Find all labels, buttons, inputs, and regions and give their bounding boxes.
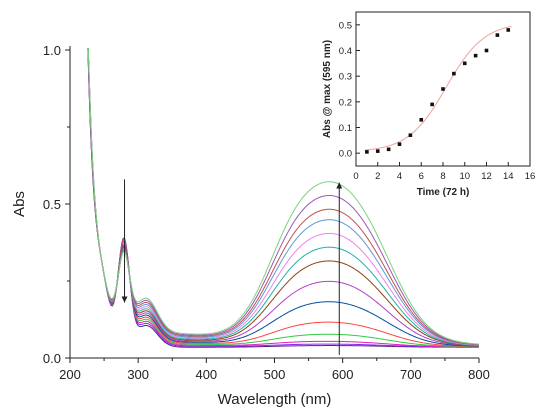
inset-data-point: [430, 102, 434, 107]
inset-x-tick-label: 10: [459, 171, 470, 182]
main-x-tick-label: 400: [195, 367, 217, 382]
main-y-tick-label: 0.5: [43, 197, 61, 212]
inset-y-tick-label: 0.2: [339, 97, 352, 108]
inset-data-point: [375, 149, 380, 153]
main-x-tick-label: 800: [468, 367, 490, 382]
spectrum-series-line: [87, 48, 479, 347]
inset-x-tick-label: 12: [481, 171, 492, 182]
spectrum-series-line: [87, 48, 479, 348]
inset-data-point: [419, 118, 424, 122]
main-x-tick-label: 500: [264, 367, 286, 382]
inset-y-tick-label: 0.5: [339, 20, 352, 31]
inset-data-point: [397, 142, 402, 146]
inset-x-tick-label: 4: [397, 171, 402, 182]
main-x-tick-label: 600: [332, 367, 354, 382]
main-y-tick-label: 1.0: [43, 43, 61, 58]
main-x-axis-title: Wavelength (nm): [218, 391, 332, 408]
spectrum-series-line: [87, 48, 479, 346]
inset-x-tick-label: 14: [503, 171, 514, 182]
main-absorbance-plot: 200 300 400 500 600 700 800 0.0 0.5 1.0 Wavelength…: [11, 43, 490, 408]
spectrum-series-line: [87, 48, 479, 347]
main-x-tick-label: 700: [400, 367, 422, 382]
inset-x-tick-label: 2: [375, 171, 380, 182]
inset-data-point: [495, 33, 500, 37]
spectrum-series-line: [87, 48, 479, 345]
inset-y-tick-label: 0.1: [339, 123, 352, 134]
inset-x-tick-label: 0: [353, 171, 358, 182]
inset-data-point: [365, 150, 369, 154]
inset-y-tick-label: 0.0: [339, 149, 352, 160]
spectrum-series-line: [87, 48, 479, 346]
spectrum-series-line: [87, 48, 479, 347]
inset-data-point: [473, 53, 478, 58]
inset-kinetics-plot: 0 2 4 6 8 10 12 14 16 0.0 0.1 0.2 0.3 0.4 0.5 Time (72 …: [322, 11, 536, 198]
spectrum-series-line: [87, 48, 479, 348]
spectrum-series-line: [87, 48, 479, 348]
inset-fit-line: [364, 25, 512, 151]
main-y-tick-label: 0.0: [43, 351, 61, 366]
inset-y-tick-label: 0.3: [339, 72, 352, 83]
spectrum-series-line: [87, 48, 479, 348]
arrow-595-up-icon: [336, 182, 343, 189]
inset-data-point: [441, 87, 445, 91]
inset-y-tick-label: 0.4: [339, 46, 352, 57]
spectrum-series-line: [87, 48, 479, 346]
inset-data-point: [452, 71, 456, 76]
inset-x-tick-label: 16: [525, 171, 536, 182]
inset-x-axis-title: Time (72 h): [417, 187, 470, 198]
inset-data-point: [408, 133, 413, 137]
inset-x-tick-label: 8: [440, 171, 445, 182]
inset-x-tick-label: 6: [419, 171, 424, 182]
inset-data-point: [506, 28, 511, 32]
spectrum-series-line: [87, 48, 479, 346]
inset-data-point: [386, 147, 391, 152]
spectrum-series-line: [87, 48, 479, 347]
main-y-axis-title: Abs: [11, 191, 28, 217]
spectrum-series-line: [87, 48, 479, 345]
main-x-tick-label: 200: [59, 367, 81, 382]
inset-y-axis-title: Abs @ max (595 nm): [322, 40, 333, 138]
inset-data-point: [484, 48, 489, 53]
arrow-280-down-icon: [121, 296, 128, 303]
main-x-tick-label: 300: [127, 367, 149, 382]
inset-data-point: [462, 61, 467, 66]
